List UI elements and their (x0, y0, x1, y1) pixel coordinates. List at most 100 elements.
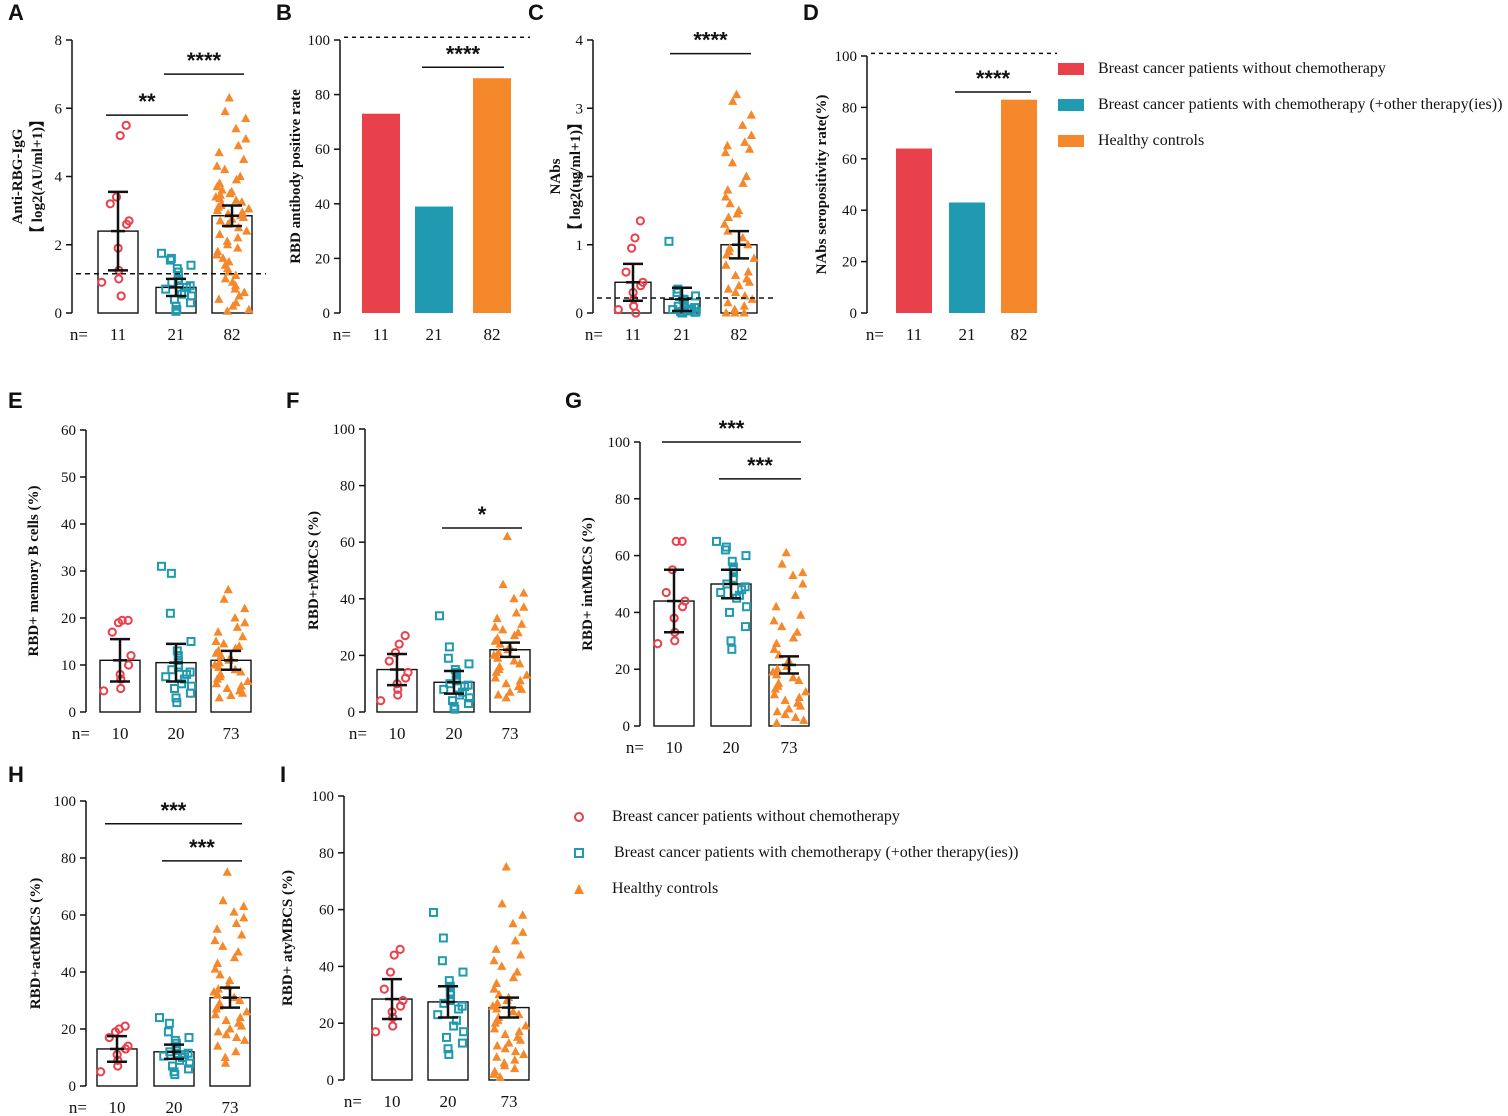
panel-f: F 0 20 40 60 80 100 RBD+rMBCS (%) n= 10 20 73 * (286, 388, 532, 743)
h-point-healthy (213, 1026, 223, 1036)
y-axis-label-h: RBD+actMBCS (%) (28, 878, 44, 1009)
f-point-without-chemo (384, 656, 394, 666)
a-point-healthy (215, 229, 225, 239)
i-point-with-chemo (454, 1004, 464, 1014)
significance-label-f: * (478, 502, 487, 527)
e-point-with-chemo (157, 561, 167, 571)
g-point-healthy (798, 567, 808, 577)
c-point-healthy (744, 144, 755, 153)
panel-d: D 0 20 40 60 80 100 NAbs seropositivity rate(%)… (803, 0, 1057, 344)
a-point-healthy (242, 226, 252, 235)
y-tick-label-e: 60 (61, 423, 76, 439)
scatter-legend-item-circle: Breast cancer patients without chemother… (572, 806, 1018, 828)
c-point-healthy (721, 260, 731, 269)
panel-letter-f: F (286, 388, 299, 413)
i-point-with-chemo (449, 1021, 459, 1031)
c-point-without-chemo (631, 308, 641, 318)
y-tick-label-b: 20 (315, 251, 330, 267)
a-point-healthy (228, 301, 238, 310)
a-point-healthy (230, 284, 240, 293)
i-point-healthy (499, 1060, 510, 1070)
c-point-healthy (740, 137, 750, 146)
y-axis-label-a: 【 log2(AU/ml+1)】 (28, 112, 46, 241)
e-point-without-chemo (116, 683, 126, 694)
y-axis-label-e: RBD+ memory B cells (%) (26, 485, 42, 656)
g-point-healthy (801, 686, 811, 696)
i-point-with-chemo (438, 933, 448, 943)
e-point-healthy (223, 584, 233, 594)
g-point-without-chemo (677, 536, 687, 547)
f-point-healthy (517, 619, 527, 628)
g-point-healthy (784, 703, 794, 713)
y-tick-label-e: 10 (61, 658, 76, 674)
c-point-healthy (730, 308, 740, 317)
a-point-healthy (212, 205, 223, 215)
c-point-healthy (728, 96, 738, 105)
y-tick-label-f: 100 (333, 422, 356, 438)
bar-legend-item-red: Breast cancer patients without chemother… (1058, 58, 1502, 80)
y-tick-label-i: 40 (319, 959, 334, 975)
c-point-healthy (719, 219, 730, 228)
n-prefix-f: n= (349, 724, 367, 743)
e-point-healthy (211, 648, 221, 657)
panel-letter-b: B (276, 0, 292, 25)
f-point-without-chemo (394, 639, 404, 649)
y-tick-label-i: 60 (319, 903, 334, 919)
significance-label-h: *** (189, 835, 215, 860)
a-point-healthy (222, 306, 232, 315)
bar-b-healthy (473, 78, 511, 313)
i-point-healthy (519, 1049, 529, 1058)
y-axis-label-i: RBD+ atyMBCS (%) (280, 870, 296, 1006)
square-marker-icon (574, 848, 584, 858)
n-prefix-h: n= (69, 1098, 87, 1116)
y-tick-label-g: 100 (608, 435, 631, 451)
a-point-with-chemo (165, 255, 175, 265)
i-point-with-chemo (444, 1049, 454, 1059)
i-point-healthy (518, 910, 528, 919)
i-point-without-chemo (388, 1021, 398, 1031)
a-point-healthy (220, 273, 231, 283)
f-point-healthy (511, 607, 521, 617)
a-point-healthy (241, 113, 251, 122)
e-point-with-chemo (165, 608, 175, 618)
e-point-healthy (214, 662, 224, 671)
c-point-healthy (743, 267, 753, 276)
i-point-healthy (494, 989, 504, 999)
e-point-healthy (236, 667, 246, 676)
n-label-f: 73 (502, 724, 519, 743)
f-point-without-chemo (393, 690, 403, 700)
g-point-healthy (770, 684, 780, 693)
n-label-e: 20 (168, 724, 185, 743)
a-point-healthy (231, 270, 241, 279)
h-point-healthy (231, 1046, 241, 1056)
f-point-healthy (501, 692, 511, 702)
h-point-healthy (225, 1024, 235, 1033)
y-axis-label-a: Anti-RBG-IgG (10, 128, 26, 224)
g-point-healthy (772, 664, 782, 673)
i-point-without-chemo (389, 950, 399, 960)
h-point-healthy (225, 975, 235, 985)
g-point-healthy (788, 632, 799, 642)
y-tick-label-f: 20 (340, 648, 355, 664)
f-point-healthy (490, 636, 500, 645)
y-tick-label-b: 100 (308, 33, 331, 49)
h-point-healthy (231, 918, 241, 928)
bar-d-without-chemo (896, 148, 932, 313)
n-label-b: 21 (426, 325, 443, 344)
c-point-healthy (746, 130, 757, 140)
g-point-healthy (769, 615, 779, 625)
f-point-healthy (491, 667, 501, 676)
n-label-c: 11 (625, 325, 641, 344)
h-point-healthy (233, 947, 243, 956)
g-point-without-chemo (670, 636, 680, 646)
y-tick-label-c: 3 (576, 101, 584, 117)
i-point-healthy (510, 935, 520, 945)
i-point-healthy (491, 978, 502, 987)
h-point-healthy (215, 969, 225, 979)
i-point-healthy (521, 1021, 531, 1030)
c-point-healthy (732, 209, 742, 218)
e-point-healthy (230, 613, 240, 622)
g-point-healthy (772, 669, 782, 679)
e-point-healthy (232, 622, 242, 631)
